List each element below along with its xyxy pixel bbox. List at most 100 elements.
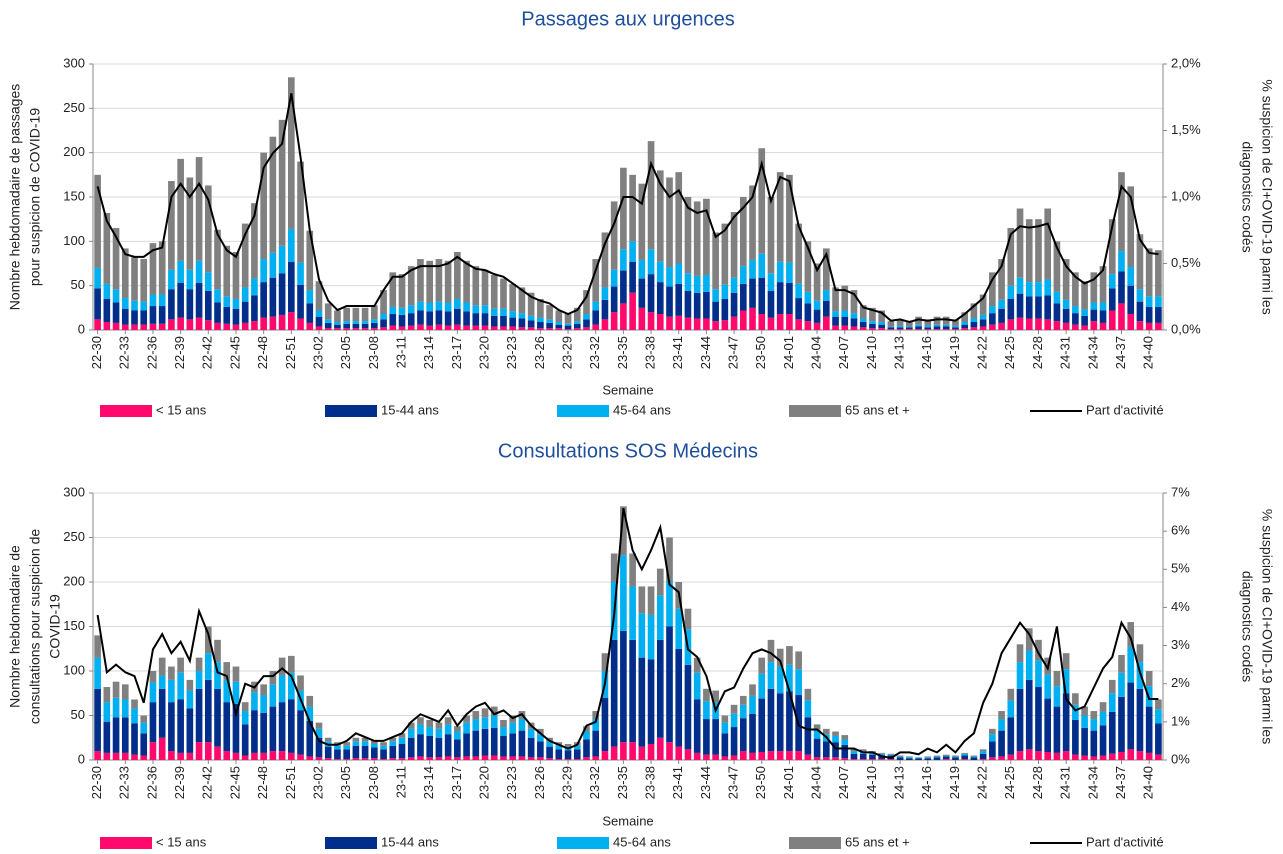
- bar-segment: [278, 245, 286, 274]
- bar-segment: [730, 704, 738, 714]
- bar-segment: [177, 657, 184, 673]
- bar-segment: [786, 314, 793, 330]
- bar-segment: [1108, 711, 1116, 754]
- bar-segment: [859, 753, 867, 760]
- bar-segment: [177, 672, 184, 700]
- bar-segment: [343, 759, 350, 760]
- bar-segment: [500, 756, 507, 760]
- bar-segment: [952, 319, 959, 326]
- bar-segment: [1136, 644, 1144, 663]
- bar-segment: [537, 734, 544, 742]
- bar-segment: [942, 329, 950, 330]
- bar-segment: [906, 329, 913, 330]
- bar-segment: [500, 727, 507, 736]
- bar-segment: [1072, 306, 1079, 314]
- bar-segment: [444, 734, 452, 757]
- x-tick-label: 24-22: [975, 336, 990, 369]
- bar-segment: [601, 697, 609, 752]
- bar-segment: [989, 272, 996, 307]
- bar-segment: [804, 717, 812, 755]
- bar-segment: [675, 263, 683, 284]
- bar-segment: [435, 737, 443, 758]
- bar-segment: [361, 328, 369, 330]
- bar-segment: [1118, 303, 1125, 330]
- bar-segment: [564, 325, 572, 330]
- bar-segment: [527, 728, 535, 738]
- bar-segment: [223, 245, 231, 297]
- bar-segment: [832, 287, 839, 312]
- bar-segment: [315, 757, 323, 760]
- bar-segment: [371, 322, 378, 329]
- bar-segment: [573, 328, 581, 330]
- bar-segment: [776, 314, 784, 330]
- bar-segment: [1145, 296, 1153, 307]
- bar-segment: [859, 749, 867, 752]
- bar-segment: [592, 301, 600, 311]
- bar-segment: [786, 174, 793, 263]
- bar-segment: [998, 322, 1005, 330]
- bar-segment: [915, 757, 922, 759]
- bar-segment: [435, 757, 443, 760]
- bar-segment: [693, 275, 701, 293]
- bar-segment: [112, 697, 120, 718]
- bar-segment: [998, 756, 1005, 760]
- bar-segment: [315, 316, 323, 327]
- x-tick-label: 23-35: [615, 766, 630, 799]
- bar-segment: [1044, 674, 1052, 699]
- bar-segment: [463, 756, 470, 760]
- bar-segment: [703, 719, 710, 755]
- y2-tick-label: 1%: [1171, 713, 1190, 728]
- bar-segment: [407, 313, 415, 326]
- bar-segment: [1118, 654, 1125, 673]
- x-tick-label: 23-50: [753, 766, 768, 799]
- bar-segment: [1053, 303, 1061, 322]
- bar-segment: [758, 314, 766, 330]
- bar-segment: [472, 756, 480, 760]
- bar-segment: [140, 310, 148, 325]
- bar-segment: [140, 301, 148, 311]
- bar-segment: [158, 688, 166, 738]
- bar-segment: [315, 281, 323, 311]
- bar-segment: [1016, 688, 1024, 752]
- bar-segment: [177, 699, 184, 753]
- bar-segment: [933, 757, 941, 760]
- bar-segment: [970, 322, 978, 328]
- bar-segment: [1025, 282, 1033, 297]
- bar-segment: [795, 283, 802, 299]
- bar-segment: [241, 711, 249, 725]
- x-tick-label: 23-20: [476, 766, 491, 799]
- bar-segment: [1062, 751, 1070, 760]
- bar-segment: [94, 174, 101, 268]
- x-tick-label: 24-28: [1030, 766, 1045, 799]
- x-tick-label: 22-33: [117, 336, 132, 369]
- bar-segment: [269, 751, 277, 760]
- bar-segment: [1090, 719, 1098, 731]
- bar-segment: [417, 717, 424, 725]
- bar-segment: [444, 717, 452, 725]
- bar-segment: [121, 324, 129, 330]
- bar-segment: [481, 708, 489, 718]
- bar-segment: [435, 728, 443, 738]
- bar-segment: [214, 639, 221, 663]
- bar-segment: [841, 316, 849, 326]
- bar-segment: [1062, 308, 1070, 323]
- bar-segment: [739, 197, 747, 267]
- y2-tick-label: 2,0%: [1171, 55, 1201, 70]
- bar-segment: [195, 157, 203, 261]
- bar-segment: [1136, 662, 1144, 689]
- bar-segment: [454, 739, 461, 758]
- bar-segment: [915, 316, 922, 325]
- bar-segment: [1035, 318, 1042, 330]
- bar-segment: [481, 269, 489, 306]
- bar-segment: [352, 321, 360, 324]
- bar-segment: [490, 275, 498, 309]
- bar-segment: [1118, 751, 1125, 760]
- bar-segment: [647, 659, 655, 744]
- bar-segment: [647, 614, 655, 660]
- bar-segment: [970, 756, 978, 758]
- bar-segment: [555, 310, 563, 323]
- bar-segment: [850, 290, 858, 314]
- bar-segment: [684, 317, 692, 330]
- bar-segment: [684, 197, 692, 274]
